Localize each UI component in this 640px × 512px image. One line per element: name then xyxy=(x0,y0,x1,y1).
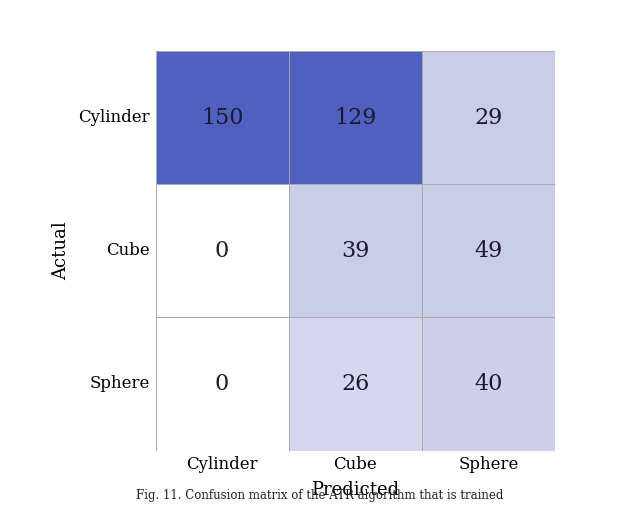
Text: 150: 150 xyxy=(201,107,243,129)
X-axis label: Predicted: Predicted xyxy=(311,481,399,499)
Bar xyxy=(156,317,289,451)
Bar xyxy=(289,51,422,184)
Y-axis label: Actual: Actual xyxy=(52,222,70,280)
Text: 39: 39 xyxy=(341,240,369,262)
Text: 0: 0 xyxy=(215,240,229,262)
Text: 29: 29 xyxy=(474,107,502,129)
Bar xyxy=(422,51,555,184)
Bar xyxy=(156,184,289,317)
Bar xyxy=(422,317,555,451)
Bar xyxy=(289,184,422,317)
Text: 49: 49 xyxy=(474,240,502,262)
Bar xyxy=(156,51,289,184)
Bar xyxy=(422,184,555,317)
Text: 40: 40 xyxy=(474,373,502,395)
Bar xyxy=(289,317,422,451)
Text: 26: 26 xyxy=(341,373,369,395)
Text: Fig. 11. Confusion matrix of the ATR algorithm that is trained: Fig. 11. Confusion matrix of the ATR alg… xyxy=(136,489,504,502)
Text: 0: 0 xyxy=(215,373,229,395)
Text: 129: 129 xyxy=(334,107,376,129)
